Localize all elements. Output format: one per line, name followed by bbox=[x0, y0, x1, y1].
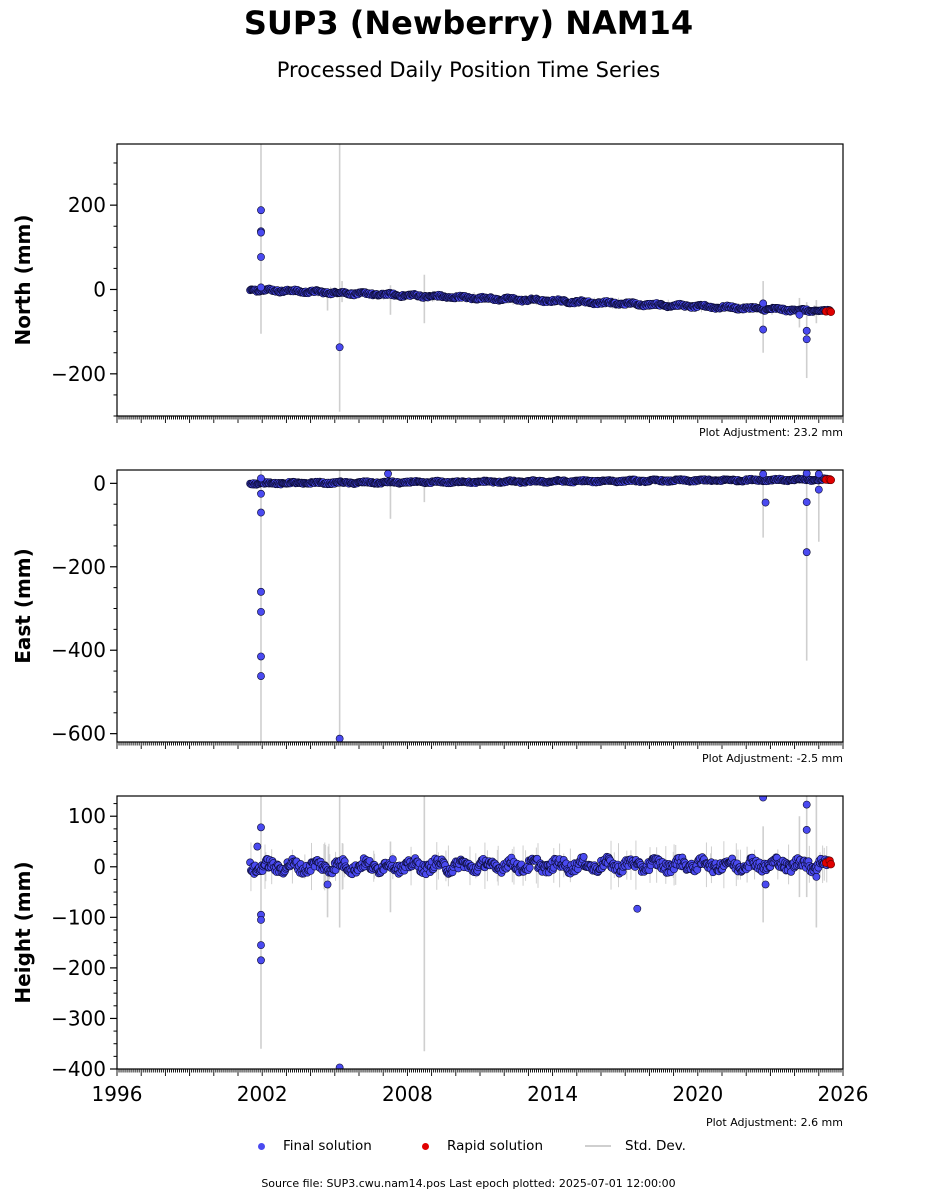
plot-area-east bbox=[246, 470, 836, 742]
plot-adjustment: Plot Adjustment: 23.2 mm bbox=[699, 426, 843, 439]
final-point bbox=[388, 855, 397, 864]
final-point bbox=[525, 863, 534, 872]
final-point-outlier bbox=[335, 1063, 344, 1069]
final-point-outlier bbox=[802, 326, 811, 335]
legend: Final solution Rapid solution Std. Dev. bbox=[0, 1138, 937, 1158]
legend-rapid-label: Rapid solution bbox=[447, 1138, 543, 1154]
x-tick-label: 2008 bbox=[382, 1082, 433, 1106]
final-point-outlier bbox=[814, 470, 823, 479]
final-point-outlier bbox=[759, 325, 768, 334]
final-point-outlier bbox=[257, 823, 265, 832]
final-point-outlier bbox=[257, 489, 265, 498]
final-point bbox=[579, 853, 588, 861]
x-tick-label: 1996 bbox=[92, 1082, 143, 1106]
legend-rapid: Rapid solution bbox=[422, 1138, 543, 1154]
y-axis-label: North (mm) bbox=[11, 214, 35, 345]
y-tick-label: −300 bbox=[51, 1006, 106, 1030]
final-point-outlier bbox=[257, 228, 265, 237]
final-point-outlier bbox=[257, 253, 265, 261]
final-point-outlier bbox=[257, 652, 265, 661]
y-axis-label: East (mm) bbox=[11, 548, 35, 664]
final-point-outlier bbox=[802, 800, 811, 809]
x-tick-label: 2014 bbox=[527, 1082, 578, 1106]
final-point-outlier bbox=[257, 283, 265, 292]
chart-subtitle: Processed Daily Position Time Series bbox=[276, 58, 661, 82]
source-footer: Source file: SUP3.cwu.nam14.pos Last epo… bbox=[261, 1177, 676, 1190]
final-point-outlier bbox=[802, 498, 811, 507]
final-point-outlier bbox=[802, 335, 811, 344]
final-point-outlier bbox=[257, 607, 265, 616]
y-tick-label: −200 bbox=[51, 362, 106, 386]
final-point-outlier bbox=[759, 299, 768, 308]
legend-stddev-line bbox=[585, 1145, 611, 1147]
x-tick-label: 2020 bbox=[672, 1082, 723, 1106]
panel-east: −600 −400 −200 0 East (mm) Plot Adjustment: -… bbox=[11, 469, 844, 765]
final-point-outlier bbox=[257, 672, 265, 680]
axes-frame bbox=[116, 143, 844, 417]
final-point-outlier bbox=[257, 474, 265, 483]
final-point-outlier bbox=[257, 956, 265, 965]
y-tick-label: 200 bbox=[68, 193, 106, 217]
final-point-outlier bbox=[814, 485, 823, 494]
legend-final: Final solution bbox=[258, 1138, 372, 1154]
rapid-point bbox=[826, 307, 836, 316]
final-point-outlier bbox=[335, 734, 344, 742]
final-point-outlier bbox=[323, 880, 332, 889]
rapid-point bbox=[826, 860, 836, 869]
y-tick-label: −400 bbox=[51, 1057, 106, 1081]
final-point-outlier bbox=[257, 915, 265, 924]
final-point-outlier bbox=[759, 796, 768, 802]
panel-north: −200 0 200 North (mm) Plot Adjustment: 23.2 … bbox=[11, 143, 844, 439]
axes-frame bbox=[116, 469, 844, 743]
x-tick-label: 2026 bbox=[818, 1082, 869, 1106]
legend-stddev: Std. Dev. bbox=[585, 1138, 686, 1154]
final-point-outlier bbox=[759, 470, 768, 479]
chart-title: SUP3 (Newberry) NAM14 bbox=[243, 4, 694, 42]
final-point-outlier bbox=[384, 470, 392, 478]
y-tick-label: 0 bbox=[93, 471, 106, 495]
final-point-outlier bbox=[802, 825, 811, 834]
legend-final-marker bbox=[258, 1142, 265, 1150]
rapid-point bbox=[826, 475, 836, 485]
final-point-outlier bbox=[257, 587, 265, 596]
plot-adjustment: Plot Adjustment: -2.5 mm bbox=[702, 752, 843, 765]
x-tick-label: 2002 bbox=[237, 1082, 288, 1106]
final-point-outlier bbox=[812, 872, 821, 881]
legend-final-label: Final solution bbox=[283, 1138, 372, 1154]
y-tick-label: −200 bbox=[51, 555, 106, 579]
legend-stddev-label: Std. Dev. bbox=[625, 1138, 686, 1154]
final-point-outlier bbox=[253, 842, 262, 851]
final-point-outlier bbox=[257, 206, 265, 215]
final-point-outlier bbox=[257, 508, 265, 517]
final-point-outlier bbox=[335, 343, 344, 352]
final-point-outlier bbox=[795, 310, 804, 319]
legend-rapid-marker bbox=[422, 1142, 429, 1150]
final-point-outlier bbox=[761, 498, 770, 507]
y-tick-label: 0 bbox=[93, 277, 106, 301]
axes-frame bbox=[116, 795, 844, 1070]
final-point-outlier bbox=[633, 904, 642, 913]
plot-area-height bbox=[246, 796, 836, 1069]
y-tick-label: 100 bbox=[68, 804, 106, 828]
plot-area-north bbox=[246, 144, 836, 412]
final-point-outlier bbox=[257, 941, 265, 950]
y-tick-label: −600 bbox=[51, 722, 106, 746]
y-tick-label: 0 bbox=[93, 855, 106, 879]
y-axis-label: Height (mm) bbox=[11, 861, 35, 1003]
y-tick-label: −400 bbox=[51, 638, 106, 662]
final-point-outlier bbox=[761, 880, 770, 889]
final-point-outlier bbox=[802, 548, 811, 557]
plot-adjustment: Plot Adjustment: 2.6 mm bbox=[706, 1116, 843, 1129]
y-tick-label: −100 bbox=[51, 905, 106, 929]
final-point-outlier bbox=[802, 470, 811, 478]
y-tick-label: −200 bbox=[51, 956, 106, 980]
panel-height: −400 −300 −200 −100 0 100 1996 2002 2008 2014 2020… bbox=[11, 795, 869, 1129]
